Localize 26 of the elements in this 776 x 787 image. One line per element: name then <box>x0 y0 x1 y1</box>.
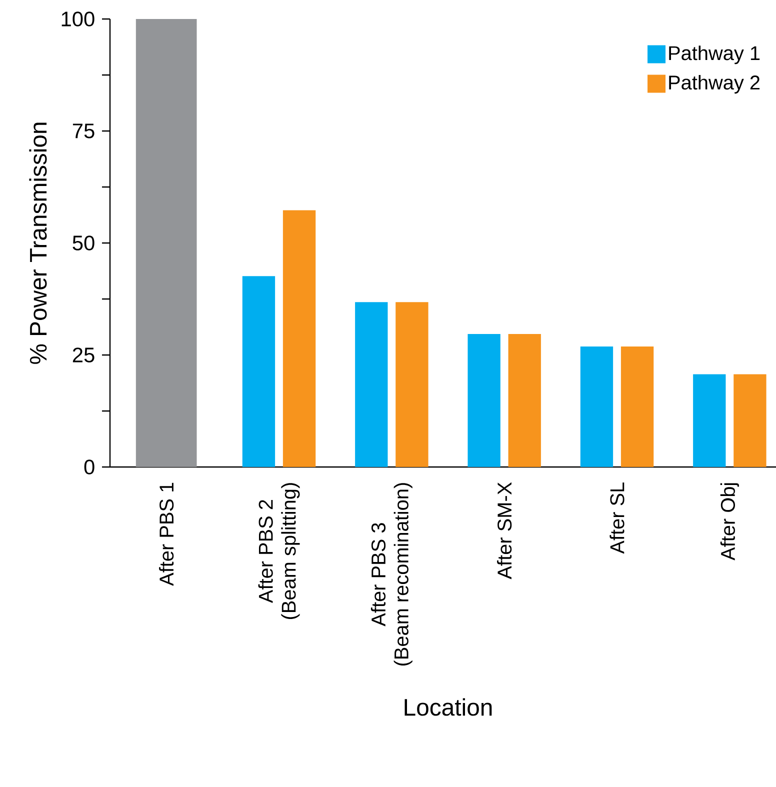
x-tick-label: After SL <box>610 482 624 554</box>
bar <box>620 346 654 467</box>
x-tick-label: After PBS 1 <box>159 482 174 586</box>
bar <box>468 334 500 467</box>
y-tick-label: 25 <box>72 348 94 362</box>
bar <box>136 18 197 467</box>
legend-label: Pathway 1 <box>669 46 760 64</box>
y-tick-label: 100 <box>62 12 94 26</box>
y-tick-label: 75 <box>72 124 94 138</box>
x-tick-label: After PBS 2 (Beam splitting) <box>258 483 300 620</box>
y-axis-title: % Power Transmission <box>29 122 47 364</box>
y-tick-label: 0 <box>84 460 94 474</box>
y-tick-label: 50 <box>72 236 94 250</box>
bar <box>734 374 766 467</box>
x-tick-label: After SM-X <box>497 482 512 580</box>
bar <box>242 276 276 467</box>
bar <box>355 302 388 467</box>
bar <box>508 334 541 467</box>
x-tick-label: After PBS 3 (Beam recomination) <box>370 483 412 666</box>
bar <box>580 346 614 467</box>
bar <box>693 374 726 467</box>
bar <box>282 210 316 467</box>
legend-label: Pathway 2 <box>669 74 760 94</box>
x-tick-label: After Obj <box>720 483 739 560</box>
x-axis-title: Location <box>404 698 492 716</box>
bar <box>396 302 428 467</box>
